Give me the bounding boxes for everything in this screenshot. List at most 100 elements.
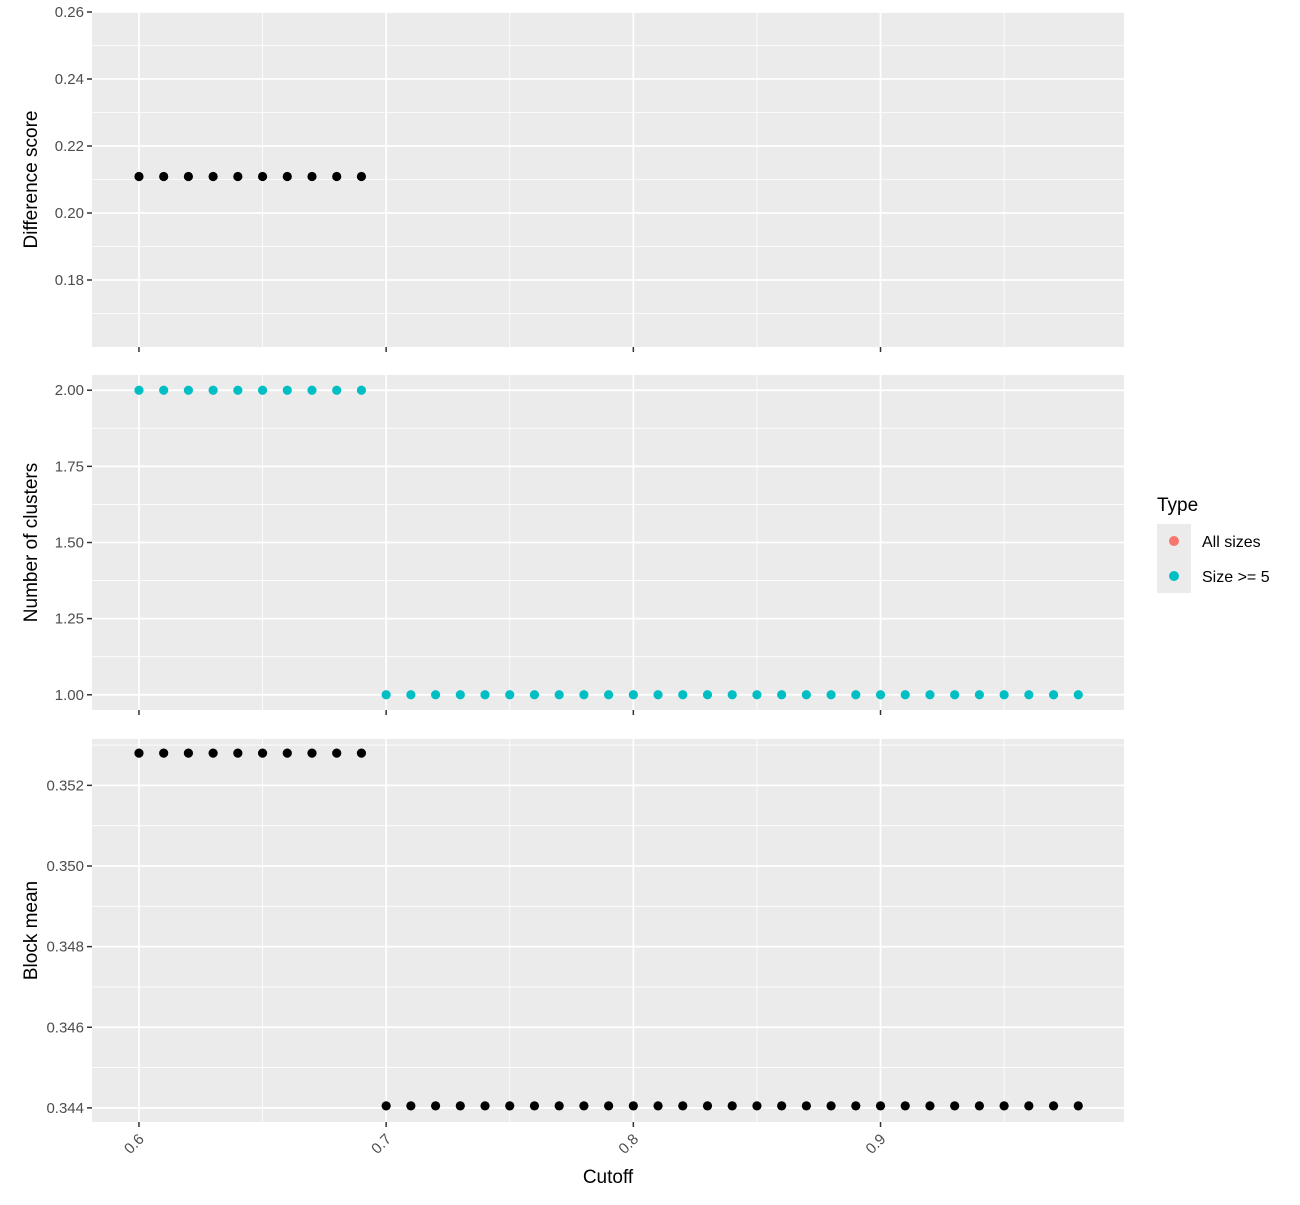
data-point: [702, 1101, 713, 1111]
x-axis-title: Cutoff: [583, 1167, 634, 1188]
y-axis-title: Number of clusters: [21, 463, 42, 622]
data-point: [604, 1101, 614, 1111]
data-point: [579, 690, 589, 700]
x-tick-label: 0.9: [863, 1131, 890, 1158]
data-point: [653, 690, 663, 700]
data-point: [727, 1101, 737, 1111]
data-point: [257, 171, 268, 182]
y-tick-label: 0.22: [55, 138, 84, 155]
data-point: [974, 690, 984, 700]
data-point: [752, 1101, 762, 1111]
data-point: [801, 1101, 811, 1111]
data-point: [183, 385, 194, 395]
y-tick-label: 0.346: [46, 1019, 84, 1036]
y-tick-label: 0.20: [55, 205, 84, 222]
data-point: [554, 1101, 564, 1111]
data-point: [307, 171, 317, 182]
data-point: [678, 1101, 688, 1111]
data-point: [1024, 690, 1034, 700]
data-point: [604, 690, 614, 700]
y-tick-label: 0.344: [46, 1100, 84, 1117]
data-point: [455, 1101, 465, 1111]
panel-1: 0.18 0.20 0.22 0.24 0.26 Difference score: [21, 4, 1124, 352]
data-point: [505, 690, 515, 700]
data-point: [332, 385, 342, 395]
y-tick-label: 0.350: [46, 858, 84, 875]
panel-2: 1.00 1.25 1.50 1.75 2.00 Number of clusters: [21, 375, 1124, 715]
data-point: [851, 690, 861, 700]
data-point: [159, 171, 169, 182]
x-tick-label: 0.7: [368, 1131, 395, 1158]
y-axis-title: Block mean: [21, 881, 42, 980]
data-point: [875, 1101, 886, 1111]
data-point: [282, 385, 292, 395]
data-point: [430, 1101, 441, 1111]
data-point: [727, 690, 737, 700]
y-tick-label: 1.50: [55, 535, 84, 552]
data-point: [307, 748, 317, 758]
legend-key-background: [1157, 524, 1191, 593]
data-point: [851, 1101, 861, 1111]
y-tick-label: 2.00: [55, 382, 84, 399]
data-point: [159, 385, 169, 395]
data-point: [134, 385, 144, 395]
data-point: [875, 690, 886, 700]
panel-3: 0.344 0.346 0.348 0.350 0.352 Block mean: [21, 739, 1124, 1127]
y-axis-title: Difference score: [21, 111, 42, 249]
panel-background: [92, 739, 1124, 1122]
data-point: [159, 748, 169, 758]
data-point: [702, 690, 713, 700]
legend-label-all-sizes: All sizes: [1202, 534, 1261, 551]
y-tick-label: 1.25: [55, 611, 84, 628]
panels-layer: 0.18 0.20 0.22 0.24 0.26 Difference score 1.00…: [21, 4, 1124, 1158]
data-point: [381, 1101, 391, 1111]
data-point: [233, 171, 243, 182]
data-point: [183, 748, 194, 758]
y-tick-label: 0.348: [46, 939, 84, 956]
data-point: [282, 171, 292, 182]
data-point: [134, 748, 144, 758]
data-point: [752, 690, 762, 700]
data-point: [826, 690, 836, 700]
y-tick-label: 0.26: [55, 4, 84, 21]
data-point: [579, 1101, 589, 1111]
data-point: [282, 748, 292, 758]
data-point: [381, 690, 391, 700]
data-point: [257, 748, 268, 758]
data-point: [257, 385, 268, 395]
data-point: [480, 1101, 490, 1111]
data-point: [801, 690, 811, 700]
data-point: [628, 690, 638, 700]
data-point: [356, 748, 367, 758]
data-point: [208, 748, 218, 758]
data-point: [406, 1101, 416, 1111]
legend-key-all-sizes: [1169, 536, 1179, 546]
x-tick-label: 0.8: [615, 1131, 642, 1158]
legend-key-size-ge-5: [1169, 571, 1179, 581]
data-point: [1073, 1101, 1083, 1111]
data-point: [777, 1101, 787, 1111]
data-point: [332, 171, 342, 182]
data-point: [950, 690, 960, 700]
data-point: [826, 1101, 836, 1111]
y-tick-label: 0.18: [55, 272, 84, 289]
data-point: [134, 171, 144, 182]
data-point: [455, 690, 465, 700]
data-point: [208, 385, 218, 395]
data-point: [653, 1101, 663, 1111]
data-point: [1048, 690, 1059, 700]
data-point: [208, 171, 218, 182]
data-point: [233, 385, 243, 395]
data-point: [900, 1101, 910, 1111]
data-point: [950, 1101, 960, 1111]
data-point: [480, 690, 490, 700]
data-point: [777, 690, 787, 700]
data-point: [505, 1101, 515, 1111]
data-point: [628, 1101, 638, 1111]
data-point: [925, 690, 935, 700]
data-point: [1024, 1101, 1034, 1111]
y-tick-label: 1.75: [55, 458, 84, 475]
data-point: [900, 690, 910, 700]
